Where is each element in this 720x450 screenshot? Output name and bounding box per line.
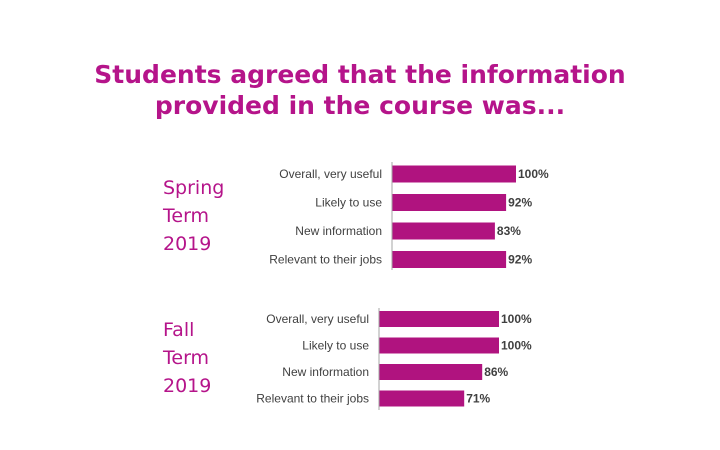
spring-bar-3 [392, 251, 507, 268]
spring-value-label-3: 92% [508, 253, 532, 267]
fall-value-label-1: 100% [501, 339, 532, 353]
spring-category-label-1: Likely to use [315, 196, 382, 210]
fall-category-label-3: Relevant to their jobs [256, 392, 369, 406]
fall-category-label-2: New information [282, 365, 369, 379]
fall-value-label-0: 100% [501, 312, 532, 326]
fall-bar-2 [379, 364, 483, 380]
fall-bar-0 [379, 311, 499, 327]
spring-value-label-2: 83% [497, 224, 521, 238]
spring-category-label-0: Overall, very useful [279, 167, 382, 181]
fall-bar-1 [379, 337, 499, 354]
fall-category-label-0: Overall, very useful [266, 312, 369, 326]
fall-category-label-1: Likely to use [302, 339, 369, 353]
fall-term-label-line-3: 2019 [163, 375, 212, 397]
spring-term-label-line-1: Spring [163, 177, 225, 199]
spring-term-label-line-3: 2019 [163, 233, 212, 255]
chart-title-line-2: provided in the course was... [154, 91, 566, 120]
fall-value-label-2: 86% [484, 365, 508, 379]
spring-bar-0 [392, 165, 516, 183]
spring-bar-1 [392, 194, 507, 211]
spring-value-label-0: 100% [518, 167, 549, 181]
spring-category-label-3: Relevant to their jobs [269, 253, 382, 267]
spring-term-label-line-2: Term [163, 205, 210, 227]
spring-category-label-2: New information [295, 224, 382, 238]
fall-bar-3 [379, 390, 465, 407]
fall-value-label-3: 71% [466, 392, 490, 406]
fall-term-label-line-2: Term [163, 347, 210, 369]
fall-term-label: Fall Term 2019 [163, 316, 211, 400]
spring-bar-2 [392, 222, 495, 240]
chart-title-line-1: Students agreed that the information [94, 60, 626, 89]
spring-term-label: Spring Term 2019 [163, 174, 224, 258]
spring-value-label-1: 92% [508, 196, 532, 210]
fall-term-label-line-1: Fall [163, 319, 195, 341]
